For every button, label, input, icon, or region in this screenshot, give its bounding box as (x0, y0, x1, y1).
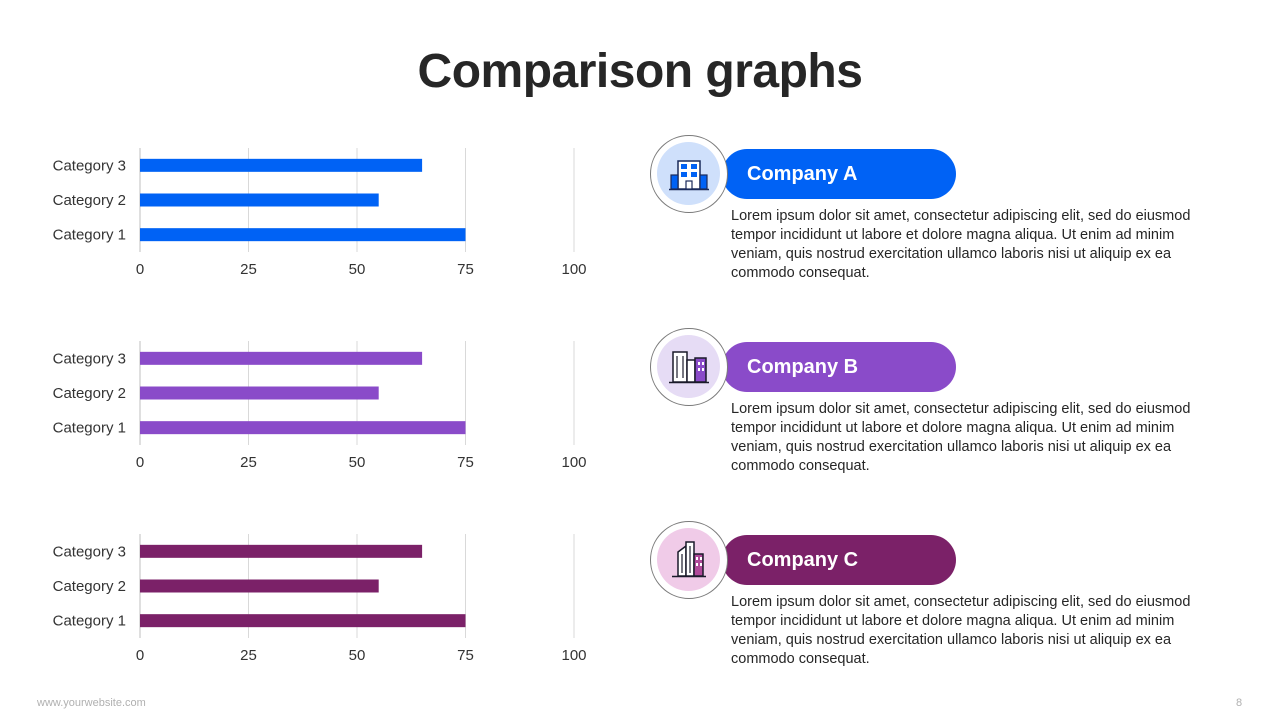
company-card-b: Company B Lorem ipsum dolor sit amet, co… (650, 328, 1250, 488)
bar-chart-company-b: Category 3 Category 2 Category 1 0 25 50 75 100 (30, 333, 610, 483)
tick-label: 100 (561, 454, 586, 471)
page-title: Comparison graphs (417, 45, 863, 98)
bar (140, 579, 379, 593)
skyscrapers-icon (657, 528, 720, 591)
company-a-badge (650, 135, 728, 213)
category-label: Category 3 (53, 543, 126, 560)
company-b-description: Lorem ipsum dolor sit amet, consectetur … (731, 401, 1191, 474)
tick-label: 50 (349, 261, 366, 278)
tick-label: 75 (457, 261, 474, 278)
bar-chart-company-c: Category 3 Category 2 Category 1 0 25 50 75 100 (30, 526, 610, 676)
category-label: Category 3 (53, 157, 126, 174)
office-building-icon (657, 142, 720, 205)
tick-label: 50 (349, 454, 366, 471)
footer-website[interactable]: www.yourwebsite.com (37, 697, 146, 709)
tick-label: 0 (136, 454, 144, 471)
bar (140, 544, 423, 558)
category-label: Category 2 (53, 385, 126, 402)
chart-svg: Category 3 Category 2 Category 1 0 25 50 75 100 (53, 148, 587, 278)
category-label: Category 2 (53, 192, 126, 209)
tick-label: 50 (349, 647, 366, 664)
bar (140, 158, 423, 172)
tick-label: 100 (561, 647, 586, 664)
company-card-a: Company A Lorem ipsum dolor sit amet, co… (650, 135, 1250, 295)
category-label: Category 1 (53, 613, 126, 630)
company-c-label: Company C (722, 535, 956, 585)
company-b-label: Company B (722, 342, 956, 392)
category-label: Category 3 (53, 350, 126, 367)
bar (140, 351, 423, 365)
company-a-label: Company A (722, 149, 956, 199)
company-c-badge (650, 521, 728, 599)
page-number: 8 (1236, 697, 1243, 709)
company-b-badge (650, 328, 728, 406)
bar (140, 228, 466, 242)
tick-label: 25 (240, 647, 257, 664)
category-label: Category 2 (53, 578, 126, 595)
tick-label: 75 (457, 647, 474, 664)
company-card-c: Company C Lorem ipsum dolor sit amet, co… (650, 521, 1250, 681)
chart-svg: Category 3 Category 2 Category 1 0 25 50 75 100 (53, 341, 587, 471)
tick-label: 25 (240, 261, 257, 278)
bar (140, 386, 379, 400)
category-label: Category 1 (53, 420, 126, 437)
company-a-description: Lorem ipsum dolor sit amet, consectetur … (731, 208, 1191, 281)
bar (140, 421, 466, 435)
bar (140, 614, 466, 628)
chart-svg: Category 3 Category 2 Category 1 0 25 50 75 100 (53, 534, 587, 664)
tick-label: 0 (136, 261, 144, 278)
bar-chart-company-a: Category 3 Category 2 Category 1 0 25 50 75 100 (30, 140, 610, 290)
city-buildings-icon (657, 335, 720, 398)
tick-label: 0 (136, 647, 144, 664)
category-label: Category 1 (53, 227, 126, 244)
tick-label: 100 (561, 261, 586, 278)
company-c-description: Lorem ipsum dolor sit amet, consectetur … (731, 594, 1191, 667)
tick-label: 25 (240, 454, 257, 471)
bar (140, 193, 379, 207)
tick-label: 75 (457, 454, 474, 471)
